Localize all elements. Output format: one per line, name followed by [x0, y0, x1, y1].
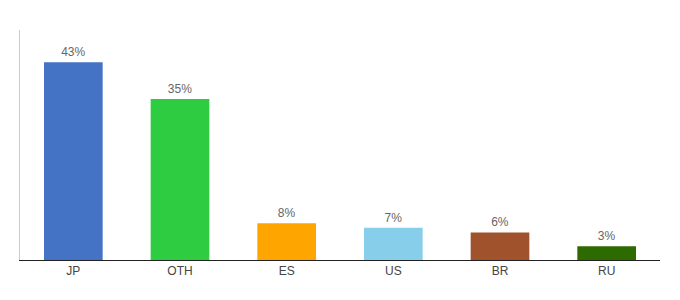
- svg-text:US: US: [385, 264, 402, 278]
- svg-text:6%: 6%: [491, 215, 509, 229]
- svg-text:35%: 35%: [168, 82, 192, 96]
- svg-text:8%: 8%: [278, 206, 296, 220]
- svg-text:OTH: OTH: [167, 264, 192, 278]
- svg-text:ES: ES: [279, 264, 295, 278]
- svg-text:JP: JP: [66, 264, 80, 278]
- svg-text:RU: RU: [598, 264, 615, 278]
- svg-text:7%: 7%: [384, 211, 402, 225]
- svg-text:BR: BR: [492, 264, 509, 278]
- svg-text:43%: 43%: [61, 45, 85, 59]
- svg-text:3%: 3%: [598, 229, 616, 243]
